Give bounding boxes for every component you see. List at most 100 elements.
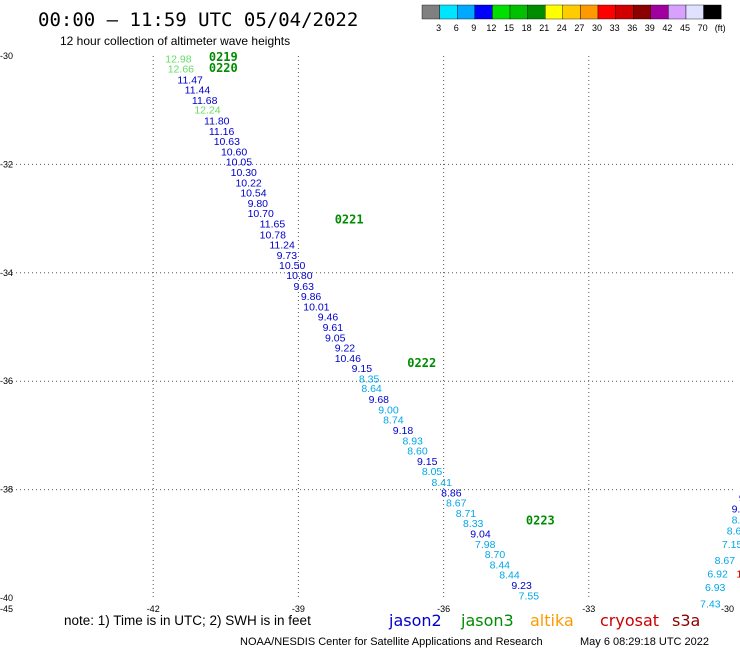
wave-height-point: 11.65 xyxy=(260,218,286,230)
wave-height-point: 12.98 xyxy=(165,54,191,66)
wave-height-point: 11.68 xyxy=(192,95,218,107)
x-tick-label: -39 xyxy=(292,604,305,614)
legend-label: 24 xyxy=(557,23,567,33)
x-axis-tick-labels: -45 -42 -39 -36 -33 -30 xyxy=(0,604,734,614)
legend-label: 27 xyxy=(574,23,584,33)
legend-swatch xyxy=(562,4,581,20)
wave-height-point: 9.18 xyxy=(393,425,414,437)
legend-label: (ft) xyxy=(715,23,726,33)
wave-height-point: 8.60 xyxy=(407,446,428,458)
footer-credit: NOAA/NESDIS Center for Satellite Applica… xyxy=(240,636,543,648)
legend-label: 33 xyxy=(610,23,620,33)
wave-height-point: 10.30 xyxy=(231,167,257,179)
wave-height-point: 8.70 xyxy=(485,549,506,561)
wave-height-point: 10.46 xyxy=(335,353,361,365)
legend-label: 9 xyxy=(471,23,476,33)
legend-swatch xyxy=(527,4,546,20)
wave-height-point: 9.23 xyxy=(511,580,532,592)
wave-height-point: 8.41 xyxy=(432,477,453,489)
wave-height-point: 12.66 xyxy=(168,63,194,75)
wave-height-point: 8.67 xyxy=(446,498,467,510)
wave-height-point: 10.78 xyxy=(260,229,286,241)
chart-subtitle: 12 hour collection of altimeter wave hei… xyxy=(60,34,290,48)
legend-label: 12 xyxy=(486,23,496,33)
wave-height-point: 11.44 xyxy=(185,85,211,97)
satellite-name: s3a xyxy=(672,611,700,630)
satellite-name: altika xyxy=(530,611,574,630)
legend-label: 15 xyxy=(504,23,514,33)
legend-label: 39 xyxy=(645,23,655,33)
y-tick-label: -34 xyxy=(0,268,13,278)
wave-height-point: 12.24 xyxy=(194,105,220,117)
wave-height-point: 11.80 xyxy=(204,115,230,127)
legend-label: 70 xyxy=(698,23,708,33)
y-tick-label: -32 xyxy=(0,159,13,169)
legend-swatch xyxy=(439,4,458,20)
wave-height-point: 8.33 xyxy=(463,518,484,530)
wave-height-point: 9.86 xyxy=(301,291,322,303)
chart-title: 00:00 – 11:59 UTC 05/04/2022 xyxy=(38,9,358,31)
x-tick-label: -33 xyxy=(582,604,595,614)
y-tick-label: -40 xyxy=(0,593,13,603)
wave-height-point: 6.93 xyxy=(705,582,726,594)
legend-label: 6 xyxy=(454,23,459,33)
y-tick-label: -30 xyxy=(0,51,13,61)
wave-height-point: 9.61 xyxy=(323,322,344,334)
wave-height-point: 10.50 xyxy=(279,260,305,272)
wave-height-point: 7.55 xyxy=(519,590,540,602)
color-scale-legend: 3 6 9 12 15 18 21 24 27 30 33 36 39 42 45 70 (ft) xyxy=(421,4,726,33)
legend-swatch xyxy=(474,4,493,20)
satellite-name: cryosat xyxy=(600,611,659,630)
x-tick-label: -45 xyxy=(0,604,13,614)
wave-height-point: 8.44 xyxy=(490,559,511,571)
legend-swatch xyxy=(509,4,528,20)
wave-height-points: 12.9812.6611.4711.4411.6812.2411.8011.16… xyxy=(165,54,740,611)
legend-label: 3 xyxy=(436,23,441,33)
wave-height-point: 9.04 xyxy=(470,529,491,541)
legend-swatch xyxy=(650,4,669,20)
wave-height-point: 9.48 xyxy=(739,493,740,505)
satellite-name: jason3 xyxy=(460,611,514,630)
legend-swatch xyxy=(597,4,616,20)
legend-label: 21 xyxy=(539,23,549,33)
y-tick-label: -36 xyxy=(0,376,13,386)
wave-height-point: 8.74 xyxy=(383,415,404,427)
wave-height-point: 9.80 xyxy=(248,198,269,210)
legend-label: 45 xyxy=(680,23,690,33)
wave-height-point: 9.46 xyxy=(318,312,339,324)
pass-time-label: 0220 xyxy=(209,61,238,75)
wave-height-point: 10.70 xyxy=(248,208,274,220)
legend-swatch xyxy=(457,4,476,20)
wave-height-point: 8.74 xyxy=(732,514,740,526)
y-tick-label: -38 xyxy=(0,485,13,495)
wave-height-point: 8.64 xyxy=(361,383,382,395)
wave-height-point: 10.60 xyxy=(221,146,247,158)
wave-height-point: 8.35 xyxy=(359,373,380,385)
satellite-key: jason2 jason3 altika cryosat s3a xyxy=(388,611,700,630)
wave-height-point: 8.67 xyxy=(715,555,736,567)
legend-swatch xyxy=(545,4,564,20)
legend-swatch xyxy=(703,4,722,20)
wave-height-point: 10.01 xyxy=(303,301,329,313)
legend-label: 30 xyxy=(592,23,602,33)
wave-height-point: 10.63 xyxy=(214,136,240,148)
satellite-name: jason2 xyxy=(388,611,442,630)
wave-height-point: 9.00 xyxy=(378,404,399,416)
legend-swatch xyxy=(685,4,704,20)
wave-height-point: 9.63 xyxy=(294,281,315,293)
wave-height-point: 11.16 xyxy=(209,126,235,138)
wave-height-point: 1 xyxy=(736,569,740,581)
wave-height-point: 9.05 xyxy=(325,332,346,344)
wave-height-point: 10.05 xyxy=(226,157,252,169)
wave-height-point: 8.93 xyxy=(402,435,423,447)
x-tick-label: -36 xyxy=(437,604,450,614)
wave-height-point: 8.66 xyxy=(727,525,740,537)
wave-height-point: 11.24 xyxy=(269,240,295,252)
wave-height-point: 11.47 xyxy=(177,74,203,86)
footer-note: note: 1) Time is in UTC; 2) SWH is in fe… xyxy=(64,613,311,628)
footer-timestamp: May 6 08:29:18 UTC 2022 xyxy=(580,636,709,648)
wave-height-point: 9.83 xyxy=(732,504,740,516)
wave-height-point: 9.22 xyxy=(335,343,356,355)
pass-time-label: 0223 xyxy=(526,513,555,527)
